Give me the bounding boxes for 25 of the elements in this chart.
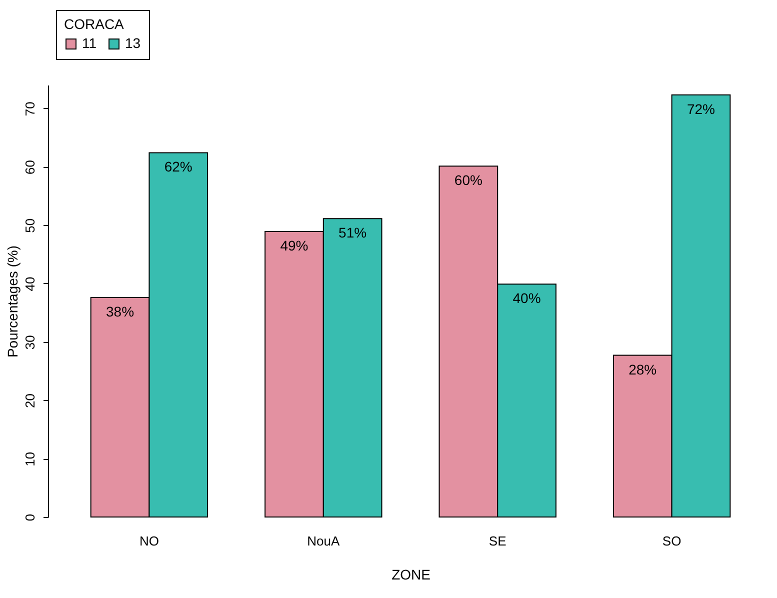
x-tick-label: NouA	[307, 534, 340, 548]
data-label: 72%	[686, 100, 715, 117]
x-axis-title: ZONE	[392, 566, 430, 582]
x-tick-label: SE	[488, 534, 507, 548]
data-label: 60%	[454, 172, 482, 188]
legend-label: 13	[125, 35, 141, 51]
data-label: 51%	[338, 224, 367, 241]
legend-label: 11	[82, 35, 97, 51]
y-tick-label: 30	[22, 335, 38, 350]
y-axis-title: Pourcentages (%)	[4, 245, 20, 358]
y-tick-label: 40	[22, 276, 38, 292]
y-tick-label: 20	[22, 394, 38, 408]
x-tick-label: NO	[139, 534, 159, 548]
data-label: 49%	[280, 238, 308, 254]
y-tick-label: 50	[22, 218, 38, 233]
y-tick-label: 10	[22, 452, 38, 466]
y-tick-label: 70	[22, 102, 38, 116]
legend-title: CORACA	[64, 16, 125, 32]
x-tick-label: SO	[662, 534, 682, 548]
data-label: 40%	[512, 290, 541, 306]
data-label: 62%	[164, 158, 192, 175]
data-label: 38%	[106, 303, 134, 320]
y-tick-label: 0	[22, 514, 38, 522]
y-tick-label: 60	[22, 160, 38, 174]
data-label: 28%	[628, 361, 657, 378]
